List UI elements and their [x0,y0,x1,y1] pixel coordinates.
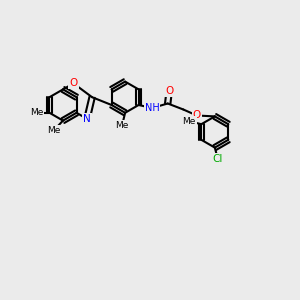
Text: O: O [193,110,201,121]
Text: O: O [165,86,173,96]
Text: NH: NH [145,103,160,113]
Text: O: O [69,78,78,88]
Text: N: N [83,114,91,124]
Text: Me: Me [116,121,129,130]
Text: Me: Me [30,108,43,117]
Text: Cl: Cl [213,154,223,164]
Text: Me: Me [183,117,196,126]
Text: Me: Me [47,126,61,135]
